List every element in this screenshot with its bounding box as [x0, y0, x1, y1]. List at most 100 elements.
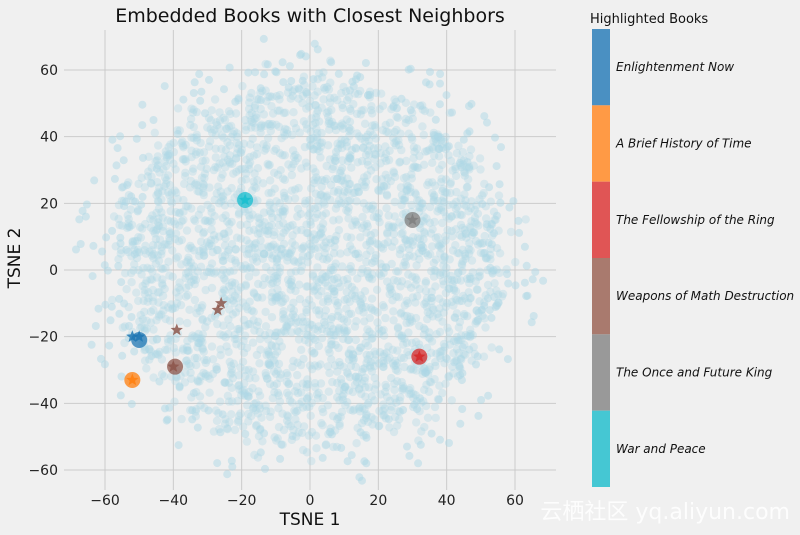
embedding-point — [189, 133, 198, 143]
embedding-point — [338, 192, 348, 201]
embedding-point — [327, 355, 336, 364]
embedding-point — [376, 159, 385, 168]
y-tick-label: 20 — [40, 196, 58, 212]
embedding-point — [191, 150, 201, 159]
embedding-point — [317, 419, 326, 428]
embedding-point — [179, 346, 188, 355]
embedding-point — [282, 416, 292, 425]
embedding-point — [347, 267, 357, 276]
embedding-point — [220, 229, 229, 238]
embedding-point — [475, 238, 485, 248]
embedding-point — [94, 304, 103, 313]
embedding-point — [362, 228, 371, 237]
embedding-point — [91, 322, 100, 330]
embedding-point — [315, 69, 324, 78]
embedding-point — [381, 313, 390, 323]
embedding-point — [398, 221, 407, 230]
embedding-point — [405, 245, 414, 254]
embedding-point — [223, 391, 233, 400]
embedding-point — [425, 365, 434, 374]
embedding-point — [211, 406, 221, 415]
embedding-point — [428, 312, 437, 321]
embedding-point — [355, 253, 364, 262]
embedding-point — [165, 227, 174, 236]
embedding-point — [281, 328, 290, 337]
embedding-point — [317, 175, 327, 185]
embedding-point — [385, 283, 394, 292]
embedding-point — [256, 425, 265, 433]
neighbor-star-marker — [167, 360, 180, 372]
embedding-point — [288, 146, 298, 155]
embedding-point — [227, 240, 237, 249]
embedding-point — [347, 145, 357, 155]
embedding-point — [371, 150, 380, 159]
embedding-point — [401, 261, 411, 270]
embedding-point — [261, 406, 271, 416]
embedding-point — [248, 367, 258, 376]
embedding-point — [286, 422, 295, 431]
embedding-point — [288, 130, 297, 140]
embedding-point — [350, 216, 360, 225]
embedding-point — [393, 366, 402, 376]
embedding-point — [192, 353, 202, 363]
embedding-point — [252, 292, 262, 302]
embedding-point — [204, 142, 214, 151]
embedding-point — [370, 149, 379, 159]
embedding-point — [333, 327, 343, 336]
embedding-point — [474, 272, 483, 282]
embedding-point — [310, 348, 319, 357]
embedding-point — [469, 228, 478, 237]
embedding-point — [340, 326, 349, 335]
embedding-point — [347, 163, 356, 172]
embedding-point — [329, 287, 339, 296]
embedding-point — [349, 354, 358, 363]
embedding-point — [337, 443, 346, 452]
embedding-point — [302, 228, 311, 238]
embedding-point — [435, 165, 444, 174]
embedding-point — [270, 146, 279, 155]
embedding-point — [271, 292, 281, 302]
embedding-point — [170, 186, 179, 195]
embedding-point — [460, 294, 470, 303]
embedding-point — [353, 249, 363, 258]
embedding-point — [402, 253, 411, 262]
embedding-point — [278, 151, 287, 160]
embedding-point — [374, 185, 383, 195]
embedding-point — [326, 266, 335, 275]
y-tick-label: −20 — [28, 330, 58, 346]
embedding-point — [402, 296, 411, 305]
embedding-point — [462, 183, 472, 192]
embedding-point — [242, 236, 251, 245]
embedding-point — [392, 136, 401, 146]
embedding-point — [393, 421, 402, 430]
embedding-point — [294, 183, 303, 193]
embedding-point — [258, 221, 267, 230]
embedding-point — [399, 173, 409, 183]
embedding-point — [370, 257, 379, 266]
y-axis-title: TSNE 2 — [5, 228, 25, 290]
embedding-point — [363, 157, 372, 166]
embedding-point — [181, 202, 191, 211]
embedding-point — [326, 321, 335, 330]
embedding-point — [253, 213, 263, 222]
embedding-point — [321, 244, 331, 253]
embedding-point — [241, 366, 250, 375]
embedding-point — [401, 114, 410, 124]
embedding-point — [455, 249, 464, 258]
embedding-point — [313, 263, 322, 272]
embedding-point — [320, 312, 330, 321]
embedding-point — [428, 143, 437, 152]
embedding-point — [210, 195, 219, 204]
embedding-point — [411, 162, 420, 171]
embedding-point — [171, 348, 180, 357]
embedding-point — [352, 317, 361, 326]
embedding-point — [165, 229, 174, 239]
embedding-point — [227, 383, 236, 392]
embedding-point — [328, 325, 338, 334]
embedding-point — [419, 160, 429, 169]
embedding-point — [439, 193, 449, 202]
embedding-point — [225, 141, 234, 150]
embedding-point — [359, 308, 368, 317]
embedding-point — [408, 163, 417, 173]
embedding-point — [428, 242, 437, 251]
